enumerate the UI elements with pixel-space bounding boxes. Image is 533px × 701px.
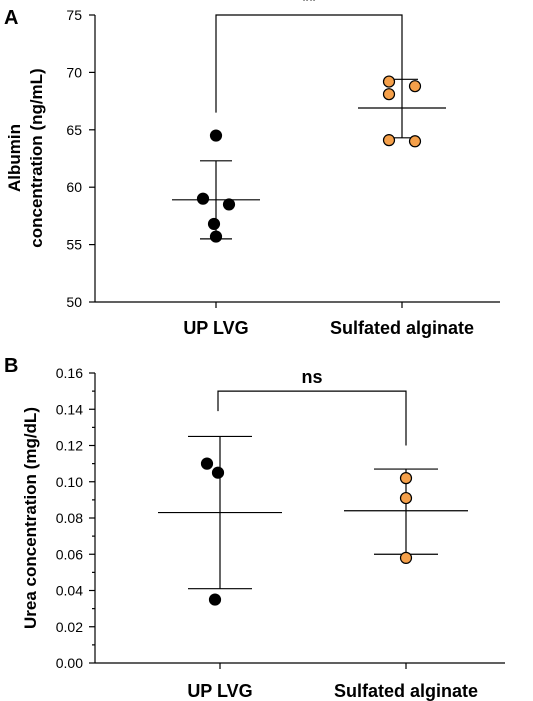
category-label: Sulfated alginate	[334, 681, 478, 701]
y-axis-title-line: Urea concentration (mg/dL)	[21, 407, 40, 629]
y-tick-label: 0.06	[56, 546, 83, 562]
data-point	[382, 88, 396, 101]
y-tick-label: 0.16	[56, 365, 83, 381]
significance-bracket	[215, 14, 403, 113]
y-tick-label: 0.14	[56, 401, 83, 417]
data-point	[211, 466, 225, 479]
significance-bracket	[217, 390, 407, 446]
data-point	[222, 198, 236, 211]
y-tick-label: 65	[66, 122, 82, 138]
data-point	[399, 472, 413, 485]
panel-a: A 50 55 60 65 70 75 UP LVG Sulfated alginate Albu…	[4, 0, 500, 338]
data-point	[408, 135, 422, 148]
y-tick-label: 70	[66, 64, 82, 80]
data-point	[399, 551, 413, 564]
y-tick-label: 0.12	[56, 438, 83, 454]
data-point	[208, 593, 222, 606]
y-tick-label: 60	[66, 179, 82, 195]
y-tick-label: 0.00	[56, 655, 83, 671]
category-label: UP LVG	[187, 681, 252, 701]
y-tick-label: 50	[66, 294, 82, 310]
data-point	[408, 80, 422, 93]
panel-b: B 0.00 0.02 0.04 0.06 0.08 0.10 0.12 0.14 0.16 UP …	[4, 355, 505, 701]
significance-label: **	[302, 0, 316, 11]
data-point	[209, 129, 223, 142]
data-point	[382, 75, 396, 88]
y-axis-title: Albumin concentration (ng/mL)	[5, 68, 46, 247]
data-point	[382, 134, 396, 147]
y-tick-label: 0.04	[56, 583, 83, 599]
data-point	[399, 491, 413, 505]
y-tick-label: 0.02	[56, 619, 83, 635]
significance-label: ns	[301, 367, 322, 387]
y-axis-title: Urea concentration (mg/dL)	[21, 407, 40, 629]
y-tick-label: 0.10	[56, 474, 83, 490]
data-point	[209, 230, 223, 243]
data-point	[200, 457, 214, 470]
y-tick-label: 75	[66, 7, 82, 23]
y-axis-title-line: concentration (ng/mL)	[27, 68, 46, 247]
y-tick-label: 55	[66, 237, 82, 253]
y-axis-title-line: Albumin	[5, 124, 24, 192]
panel-letter: B	[4, 355, 18, 377]
data-point	[196, 192, 210, 205]
y-tick-label: 0.08	[56, 510, 83, 526]
data-point	[207, 217, 221, 231]
category-label: UP LVG	[183, 318, 248, 338]
category-label: Sulfated alginate	[330, 318, 474, 338]
panel-letter: A	[4, 7, 18, 29]
